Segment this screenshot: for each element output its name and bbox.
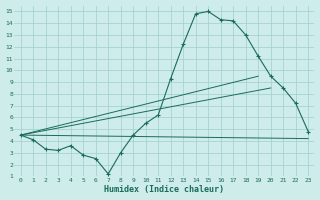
X-axis label: Humidex (Indice chaleur): Humidex (Indice chaleur) [104, 185, 224, 194]
